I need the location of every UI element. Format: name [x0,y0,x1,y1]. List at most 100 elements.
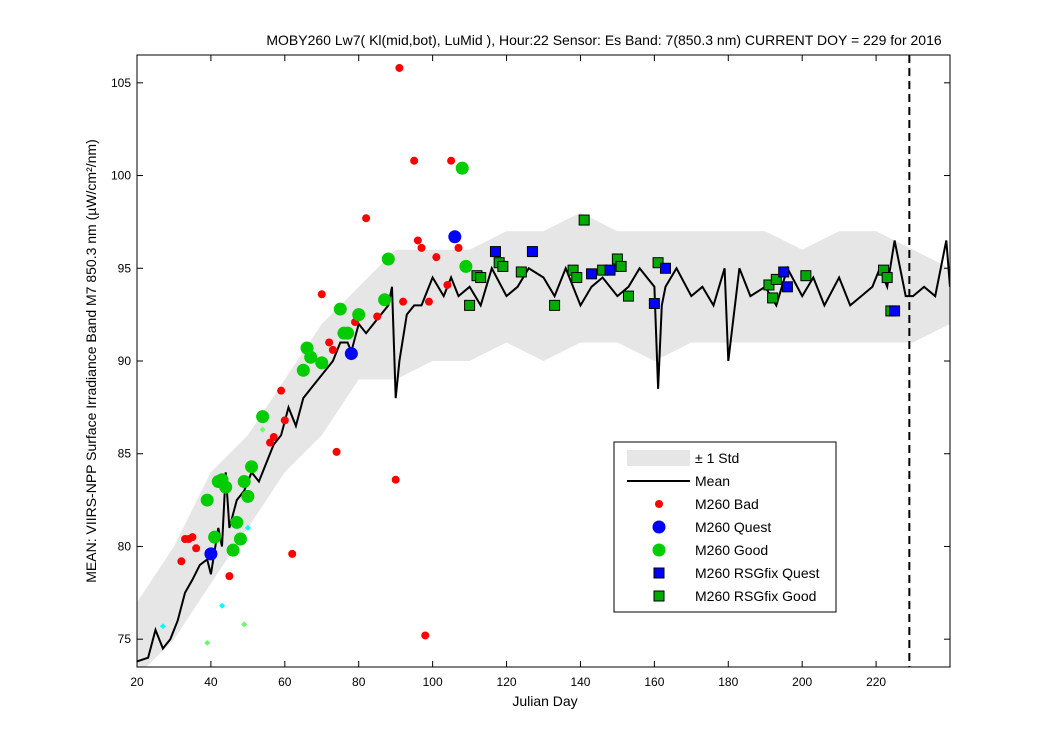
chart-title: MOBY260 Lw7( Kl(mid,bot), LuMid ), Hour:… [266,32,941,48]
m260-rsgfix-quest-point [489,246,501,258]
m260-bad-point [362,214,371,223]
m260-good-point [304,350,318,364]
legend-std-swatch [627,450,690,466]
legend-label: Mean [695,473,730,489]
m260-good-point [241,489,255,503]
m260-quest-point [344,347,358,361]
m260-good-point [315,356,329,370]
m260-good-point [352,308,366,322]
x-tick-label: 220 [866,675,886,689]
m260-rsgfix-good-point [622,290,634,302]
legend-square-swatch [653,590,665,602]
x-tick-label: 140 [570,675,590,689]
m260-bad-point [225,572,234,581]
legend-label: ± 1 Std [695,450,739,466]
legend-label: M260 Good [695,542,768,558]
legend-label: M260 Bad [695,496,759,512]
m260-good-point [245,460,259,474]
m260-good-point [341,326,355,340]
m260-good-point [381,252,395,266]
m260-bad-point [288,549,297,558]
x-tick-label: 200 [792,675,812,689]
m260-good-point [455,161,469,175]
m260-rsgfix-good-point [464,299,476,311]
legend: ± 1 Std Mean M260 Bad M260 Quest M260 Good M2… [613,441,837,613]
m260-bad-point [277,386,286,395]
m260-good-point [333,302,347,316]
m260-bad-point [395,63,404,72]
mean-line [137,240,950,663]
m260-good-point [219,480,233,494]
y-tick-label: 95 [118,261,132,275]
legend-marker-swatch [652,543,666,557]
m260-rsgfix-good-point [800,270,812,282]
m260-rsgfix-quest-point [659,262,671,274]
legend-marker-swatch [652,520,666,534]
y-tick-label: 80 [118,539,132,553]
m260-bad-point [373,312,382,321]
m260-bad-point [432,253,441,262]
m260-rsgfix-good-point [578,214,590,226]
m260-good-point [256,410,270,424]
m260-bad-point [447,156,456,165]
m260-good-point [208,530,222,544]
y-tick-label: 90 [118,354,132,368]
m260-quest-point [204,547,218,561]
m260-bad-point [413,236,422,245]
m260-bad-point [269,433,278,442]
light-marker-point [218,602,225,609]
m260-rsgfix-good-point [770,273,782,285]
m260-rsgfix-good-point [881,272,893,284]
x-tick-label: 120 [497,675,517,689]
y-tick-label: 75 [118,632,132,646]
m260-rsgfix-good-point [615,260,627,272]
m260-bad-point [443,280,452,289]
legend-label: M260 RSGfix Good [695,588,816,604]
m260-rsgfix-quest-point [778,266,790,278]
y-axis-label: MEAN: VIIRS-NPP Surface Irradiance Band … [83,139,99,583]
x-tick-label: 100 [423,675,443,689]
m260-good-point [459,259,473,273]
m260-bad-point [188,533,197,542]
m260-bad-point [410,156,419,165]
y-tick-label: 100 [111,169,131,183]
m260-rsgfix-quest-point [526,246,538,258]
m260-bad-point [192,544,201,553]
m260-bad-point [325,338,334,347]
legend-square-swatch [653,567,665,579]
m260-bad-point [391,475,400,484]
m260-rsgfix-good-point [497,260,509,272]
m260-bad-point [424,297,433,306]
axis-ticks: 20 40 60 80 100 120 140 160 180 200 220 75 80 85 90 95 1… [111,55,950,689]
legend-box [613,441,837,613]
m260-rsgfix-good-point [571,272,583,284]
m260-rsgfix-quest-point [586,268,598,280]
light-marker-point [241,621,248,628]
x-tick-label: 60 [278,675,292,689]
m260-bad-point [280,416,289,425]
m260-good-point [230,515,244,529]
m260-rsgfix-good-point [652,257,664,269]
legend-label: M260 Quest [695,519,771,535]
light-marker-point [159,623,166,630]
light-marker-point [204,639,211,646]
m260-good-point [378,293,392,307]
legend-marker-swatch [655,500,663,508]
m260-bad-point [177,557,186,566]
x-axis-label: Julian Day [512,693,577,709]
m260-good-point [233,532,247,546]
light-marker-point [244,524,251,531]
m260-rsgfix-quest-point [889,305,901,317]
y-tick-label: 105 [111,76,131,90]
x-tick-label: 40 [204,675,218,689]
m260-rsgfix-quest-point [604,264,616,276]
m260-bad-point [421,631,430,640]
m260-rsgfix-good-point [475,272,487,284]
x-tick-label: 160 [644,675,664,689]
m260-rsgfix-good-point [767,292,779,304]
x-tick-label: 80 [352,675,366,689]
std-band [137,212,950,667]
m260-bad-point [317,290,326,299]
m260-bad-point [332,447,341,456]
